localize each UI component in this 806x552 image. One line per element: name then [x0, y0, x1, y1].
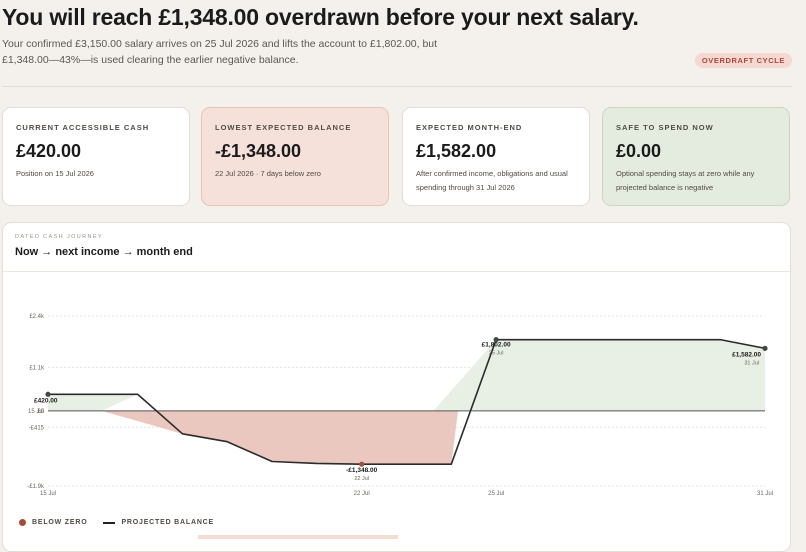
data-label: -£1,348.00	[346, 467, 377, 474]
below-zero-swatch	[19, 519, 26, 526]
chart-legend: BELOW ZERO PROJECTED BALANCE	[19, 519, 214, 526]
card-description: 22 Jul 2026 · 7 days below zero	[215, 169, 321, 178]
card-value: £0.00	[616, 141, 662, 161]
data-date-label: 31 Jul	[744, 360, 759, 366]
data-date-label: 22 Jul	[354, 476, 369, 482]
start-date-marker: 15 Jul	[28, 409, 44, 415]
card-label: SAFE TO SPEND NOW	[616, 123, 714, 132]
card-lowest-balance: LOWEST EXPECTED BALANCE -£1,348.00 22 Ju…	[201, 107, 389, 206]
summary-text: Your confirmed £3,150.00 salary arrives …	[2, 38, 438, 66]
page-title: You will reach £1,348.00 overdrawn befor…	[2, 4, 639, 30]
legend-projected: PROJECTED BALANCE	[121, 519, 215, 526]
y-tick-label: £1.1k	[29, 365, 45, 371]
data-point-marker	[493, 337, 499, 343]
cash-journey-panel: £2.4k £1.1k £0 -£415 -£1.9k 15 Jul 15 Jul 22 Ju…	[2, 222, 791, 552]
card-label: EXPECTED MONTH-END	[416, 123, 523, 132]
card-label: CURRENT ACCESSIBLE CASH	[16, 123, 150, 132]
data-label: £1,582.00	[732, 351, 761, 358]
data-label: £420.00	[34, 397, 58, 404]
y-tick-label: £2.4k	[29, 314, 45, 320]
panel-title: Now → next income → month end	[15, 246, 193, 258]
data-date-label: 25 Jul	[489, 351, 504, 357]
data-label: £1,802.00	[482, 342, 511, 349]
header-divider	[2, 86, 792, 87]
card-description: After confirmed income, obligations and …	[416, 169, 568, 192]
card-description: Position on 15 Jul 2026	[16, 169, 94, 178]
data-point-marker	[359, 461, 365, 467]
x-tick-label: 25 Jul	[488, 491, 504, 497]
card-current-cash: CURRENT ACCESSIBLE CASH £420.00 Position…	[2, 107, 190, 206]
y-tick-label: -£1.9k	[27, 484, 45, 490]
above-zero-area	[48, 394, 138, 411]
card-description: Optional spending stays at zero while an…	[616, 169, 755, 192]
x-tick-label: 22 Jul	[354, 491, 370, 497]
y-tick-label: -£415	[29, 425, 45, 431]
panel-eyebrow: DATED CASH JOURNEY	[15, 234, 104, 240]
card-value: -£1,348.00	[215, 141, 302, 161]
above-zero-area	[433, 339, 765, 411]
card-value: £1,582.00	[416, 141, 497, 161]
panel-divider	[3, 271, 790, 272]
card-value: £420.00	[16, 141, 82, 161]
below-zero-area	[101, 410, 459, 465]
card-month-end: EXPECTED MONTH-END £1,582.00 After confi…	[402, 107, 590, 206]
x-tick-label: 15 Jul	[40, 491, 56, 497]
detail-bar	[198, 535, 398, 539]
projected-line-swatch	[103, 521, 116, 524]
card-label: LOWEST EXPECTED BALANCE	[215, 123, 352, 132]
card-safe-to-spend: SAFE TO SPEND NOW £0.00 Optional spendin…	[602, 107, 790, 206]
legend-below-zero: BELOW ZERO	[32, 519, 88, 526]
x-tick-label: 31 Jul	[757, 491, 773, 497]
data-point-marker	[762, 345, 768, 351]
status-badge: OVERDRAFT CYCLE	[694, 53, 792, 68]
y-tick-label: £0	[37, 409, 44, 415]
data-point-marker	[45, 391, 51, 397]
projected-balance-line	[48, 338, 766, 465]
